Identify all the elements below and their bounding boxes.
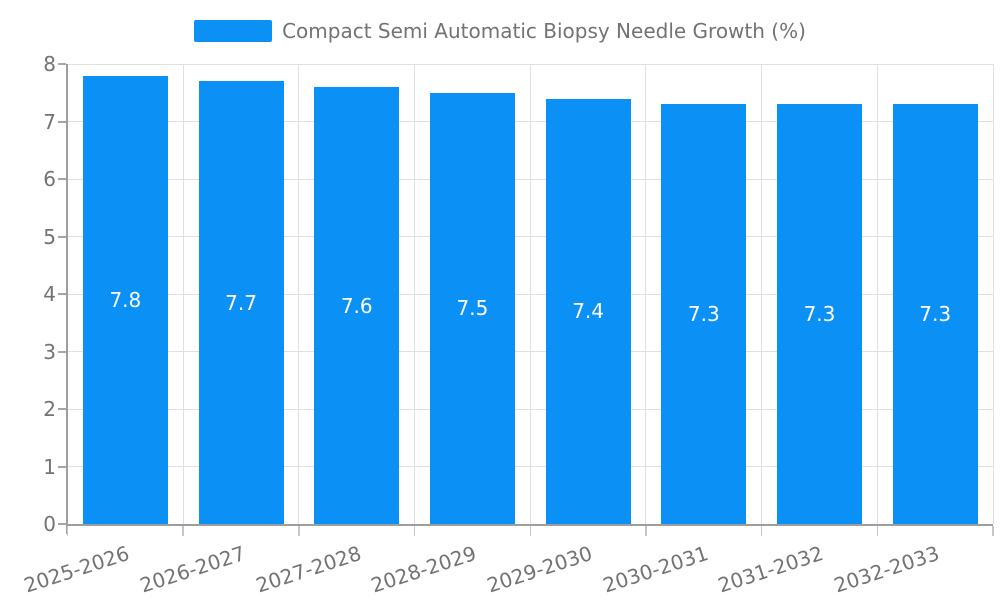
y-axis-tick xyxy=(57,178,66,180)
x-axis-tick xyxy=(760,526,763,536)
bar-2027-2028[interactable]: 7.6 xyxy=(314,87,400,524)
x-axis-tick xyxy=(413,526,416,536)
y-axis-tick xyxy=(57,293,66,295)
x-axis-tick xyxy=(529,526,531,536)
y-axis-tick-label: 1 xyxy=(43,454,56,479)
y-axis-tick-label: 3 xyxy=(43,339,56,364)
y-axis-tick xyxy=(57,63,66,65)
bar-2032-2033[interactable]: 7.3 xyxy=(892,104,978,524)
bar-value-label: 7.8 xyxy=(109,287,142,312)
gridline-vertical xyxy=(414,64,416,524)
y-axis-tick xyxy=(57,350,66,353)
y-axis-tick xyxy=(57,408,66,410)
legend-swatch-icon[interactable] xyxy=(194,20,273,42)
x-axis-tick xyxy=(876,526,879,536)
x-axis-tick-label-2029-2030: 2029-2030 xyxy=(484,541,596,598)
gridline-vertical xyxy=(529,64,531,524)
y-axis-tick-label: 0 xyxy=(43,512,56,536)
y-axis-tick-label: 6 xyxy=(43,167,56,191)
x-axis-tick-label-2032-2033: 2032-2033 xyxy=(831,541,943,598)
x-axis-tick-label-2028-2029: 2028-2029 xyxy=(368,541,480,598)
y-axis-tick xyxy=(57,120,66,123)
bar-value-label: 7.7 xyxy=(225,290,257,315)
x-axis-tick-label-2031-2032: 2031-2032 xyxy=(715,541,827,598)
gridline-vertical xyxy=(992,64,994,524)
bar-value-label: 7.3 xyxy=(919,302,952,327)
y-axis-tick-label: 5 xyxy=(43,224,56,249)
y-axis-tick-label: 4 xyxy=(43,282,56,306)
legend[interactable]: Compact Semi Automatic Biopsy Needle Gro… xyxy=(0,20,1000,42)
x-axis-tick xyxy=(66,526,69,536)
y-axis-tick-label: 2 xyxy=(43,397,56,421)
x-axis-tick xyxy=(645,526,647,536)
bar-2029-2030[interactable]: 7.4 xyxy=(545,98,631,524)
bar-2026-2027[interactable]: 7.7 xyxy=(198,81,284,524)
x-axis-line xyxy=(65,524,993,526)
y-axis-tick xyxy=(57,465,66,468)
x-axis-tick xyxy=(298,526,300,536)
y-axis-tick-label: 7 xyxy=(43,109,56,134)
bar-2025-2026[interactable]: 7.8 xyxy=(82,75,168,524)
y-axis-line xyxy=(65,64,68,534)
x-axis-tick-label-2027-2028: 2027-2028 xyxy=(252,541,364,598)
gridline-vertical xyxy=(876,64,878,524)
bar-value-label: 7.5 xyxy=(456,296,489,321)
x-axis-tick-label-2030-2031: 2030-2031 xyxy=(599,541,711,598)
bar-value-label: 7.3 xyxy=(803,302,836,327)
x-axis-tick xyxy=(182,526,184,536)
bar-value-label: 7.4 xyxy=(572,299,604,324)
x-axis-tick-label-2026-2027: 2026-2027 xyxy=(137,541,249,598)
bar-2028-2029[interactable]: 7.5 xyxy=(429,92,515,524)
y-axis-tick-label: 8 xyxy=(43,52,56,76)
legend-label[interactable]: Compact Semi Automatic Biopsy Needle Gro… xyxy=(282,19,806,43)
y-axis-tick xyxy=(57,235,66,238)
bar-value-label: 7.3 xyxy=(687,302,720,327)
gridline-vertical xyxy=(182,64,184,524)
x-axis-tick-label-2025-2026: 2025-2026 xyxy=(21,541,133,598)
gridline-vertical xyxy=(298,64,300,524)
bar-2031-2032[interactable]: 7.3 xyxy=(776,104,862,524)
y-axis-tick xyxy=(57,523,66,525)
x-axis-tick xyxy=(992,526,994,536)
bar-2030-2031[interactable]: 7.3 xyxy=(661,104,747,524)
gridline-vertical xyxy=(761,64,763,524)
bar-value-label: 7.6 xyxy=(340,293,373,318)
gridline-vertical xyxy=(645,64,647,524)
